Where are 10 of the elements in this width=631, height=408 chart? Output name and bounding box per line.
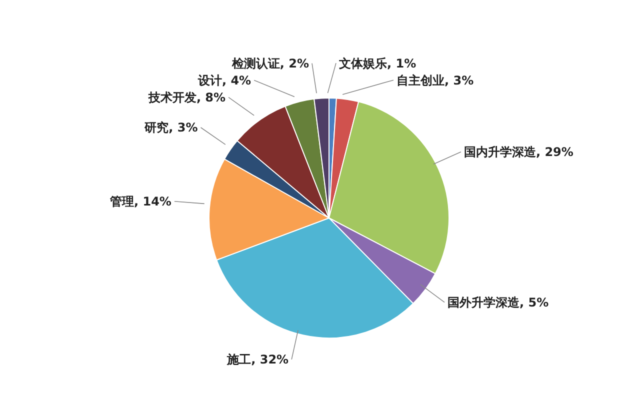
slice-label: 自主创业, 3% <box>396 73 474 88</box>
slice-label: 国内升学深造, 29% <box>464 145 574 160</box>
slice-label: 文体娱乐, 1% <box>338 56 416 70</box>
slice-label: 管理, 14% <box>108 194 172 209</box>
slice-label: 技术开发, 8% <box>147 90 226 104</box>
slice-label: 国外升学深造, 5% <box>448 295 549 310</box>
slice-label: 施工, 32% <box>226 352 289 367</box>
slice-label: 研究, 3% <box>144 120 198 135</box>
slice-label: 检测认证, 2% <box>230 56 309 70</box>
slice-label: 设计, 4% <box>196 73 252 88</box>
